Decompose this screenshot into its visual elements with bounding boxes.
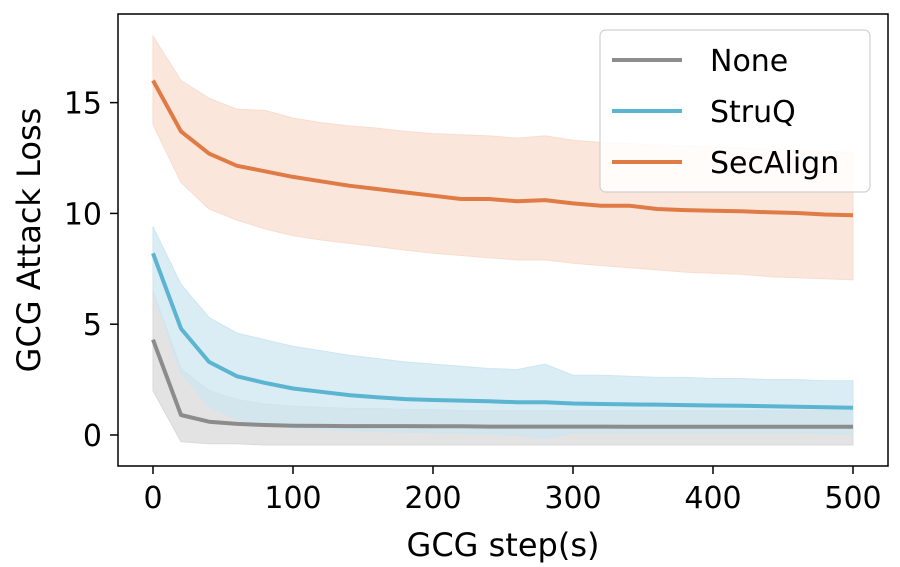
y-tick-label: 0 (83, 419, 102, 454)
x-tick-label: 300 (544, 481, 601, 516)
legend: None StruQ SecAlign (599, 29, 871, 193)
band-secalign (152, 34, 854, 281)
x-tick-label: 400 (684, 481, 741, 516)
y-tick-label: 15 (64, 87, 102, 122)
line-secalign (151, 79, 854, 218)
series-lines (151, 79, 854, 429)
legend-label-struq: StruQ (710, 95, 796, 130)
line-struq (151, 252, 854, 410)
band-struq (152, 226, 854, 439)
line-none (151, 339, 853, 429)
legend-label-none: None (710, 44, 788, 79)
x-tick-label: 100 (264, 481, 321, 516)
plot-frame (117, 13, 889, 467)
x-axis-ticks: 0 100 200 300 400 500 (143, 466, 882, 516)
y-axis-label: GCG Attack Loss (10, 108, 48, 373)
legend-box (599, 29, 871, 193)
x-tick-label: 0 (143, 481, 162, 516)
y-tick-label: 5 (83, 308, 102, 343)
confidence-bands (152, 34, 854, 446)
y-tick-label: 10 (64, 197, 102, 232)
legend-label-secalign: SecAlign (710, 146, 839, 181)
x-tick-label: 500 (824, 481, 881, 516)
x-axis-label: GCG step(s) (407, 526, 600, 564)
y-axis-ticks: 0 5 10 15 (64, 87, 118, 454)
x-tick-label: 200 (404, 481, 461, 516)
